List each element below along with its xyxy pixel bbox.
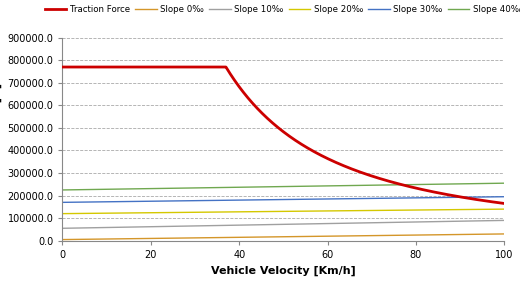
Slope 0‰	[488, 232, 495, 236]
Line: Slope 10‰: Slope 10‰	[62, 220, 504, 228]
Slope 40‰	[59, 188, 66, 192]
Line: Slope 0‰: Slope 0‰	[62, 234, 504, 240]
Slope 40‰	[274, 185, 280, 188]
Slope 10‰	[488, 219, 495, 222]
Slope 0‰	[501, 232, 508, 236]
Line: Traction Force: Traction Force	[62, 67, 504, 204]
Slope 40‰	[488, 182, 495, 185]
Traction Force	[263, 115, 269, 118]
Traction Force	[488, 200, 495, 204]
Slope 30‰	[501, 195, 508, 198]
Slope 10‰	[274, 223, 280, 226]
Slope 10‰	[488, 219, 495, 222]
Slope 10‰	[59, 226, 66, 230]
X-axis label: Vehicle Velocity [Km/h]: Vehicle Velocity [Km/h]	[211, 265, 356, 276]
Traction Force	[59, 65, 66, 69]
Line: Slope 40‰: Slope 40‰	[62, 183, 504, 190]
Slope 10‰	[263, 223, 269, 226]
Traction Force	[501, 202, 508, 205]
Slope 0‰	[488, 232, 495, 236]
Traction Force	[407, 185, 413, 188]
Slope 20‰	[488, 208, 495, 211]
Traction Force	[274, 125, 280, 129]
Slope 30‰	[488, 195, 495, 199]
Slope 30‰	[82, 200, 88, 204]
Slope 0‰	[407, 233, 413, 237]
Line: Slope 20‰: Slope 20‰	[62, 209, 504, 214]
Slope 40‰	[82, 188, 88, 191]
Traction Force	[488, 200, 495, 204]
Slope 30‰	[274, 198, 280, 201]
Slope 0‰	[82, 238, 88, 241]
Slope 20‰	[274, 210, 280, 213]
Slope 10‰	[407, 220, 413, 224]
Slope 30‰	[407, 196, 413, 200]
Slope 20‰	[407, 208, 413, 212]
Slope 10‰	[82, 226, 88, 230]
Slope 30‰	[263, 198, 269, 202]
Slope 0‰	[263, 235, 269, 239]
Y-axis label: Traction Force [N]: Traction Force [N]	[0, 83, 2, 195]
Slope 20‰	[263, 210, 269, 213]
Slope 20‰	[488, 208, 495, 211]
Slope 0‰	[59, 238, 66, 241]
Slope 30‰	[59, 201, 66, 204]
Slope 30‰	[488, 195, 495, 199]
Slope 20‰	[59, 212, 66, 215]
Slope 0‰	[274, 235, 280, 239]
Traction Force	[82, 65, 88, 69]
Legend: Traction Force, Slope 0‰, Slope 10‰, Slope 20‰, Slope 30‰, Slope 40‰: Traction Force, Slope 0‰, Slope 10‰, Slo…	[45, 6, 520, 14]
Line: Slope 30‰: Slope 30‰	[62, 197, 504, 202]
Slope 40‰	[488, 182, 495, 185]
Slope 20‰	[501, 207, 508, 211]
Slope 10‰	[501, 219, 508, 222]
Slope 20‰	[82, 212, 88, 215]
Slope 40‰	[263, 185, 269, 188]
Slope 40‰	[501, 182, 508, 185]
Slope 40‰	[407, 183, 413, 186]
